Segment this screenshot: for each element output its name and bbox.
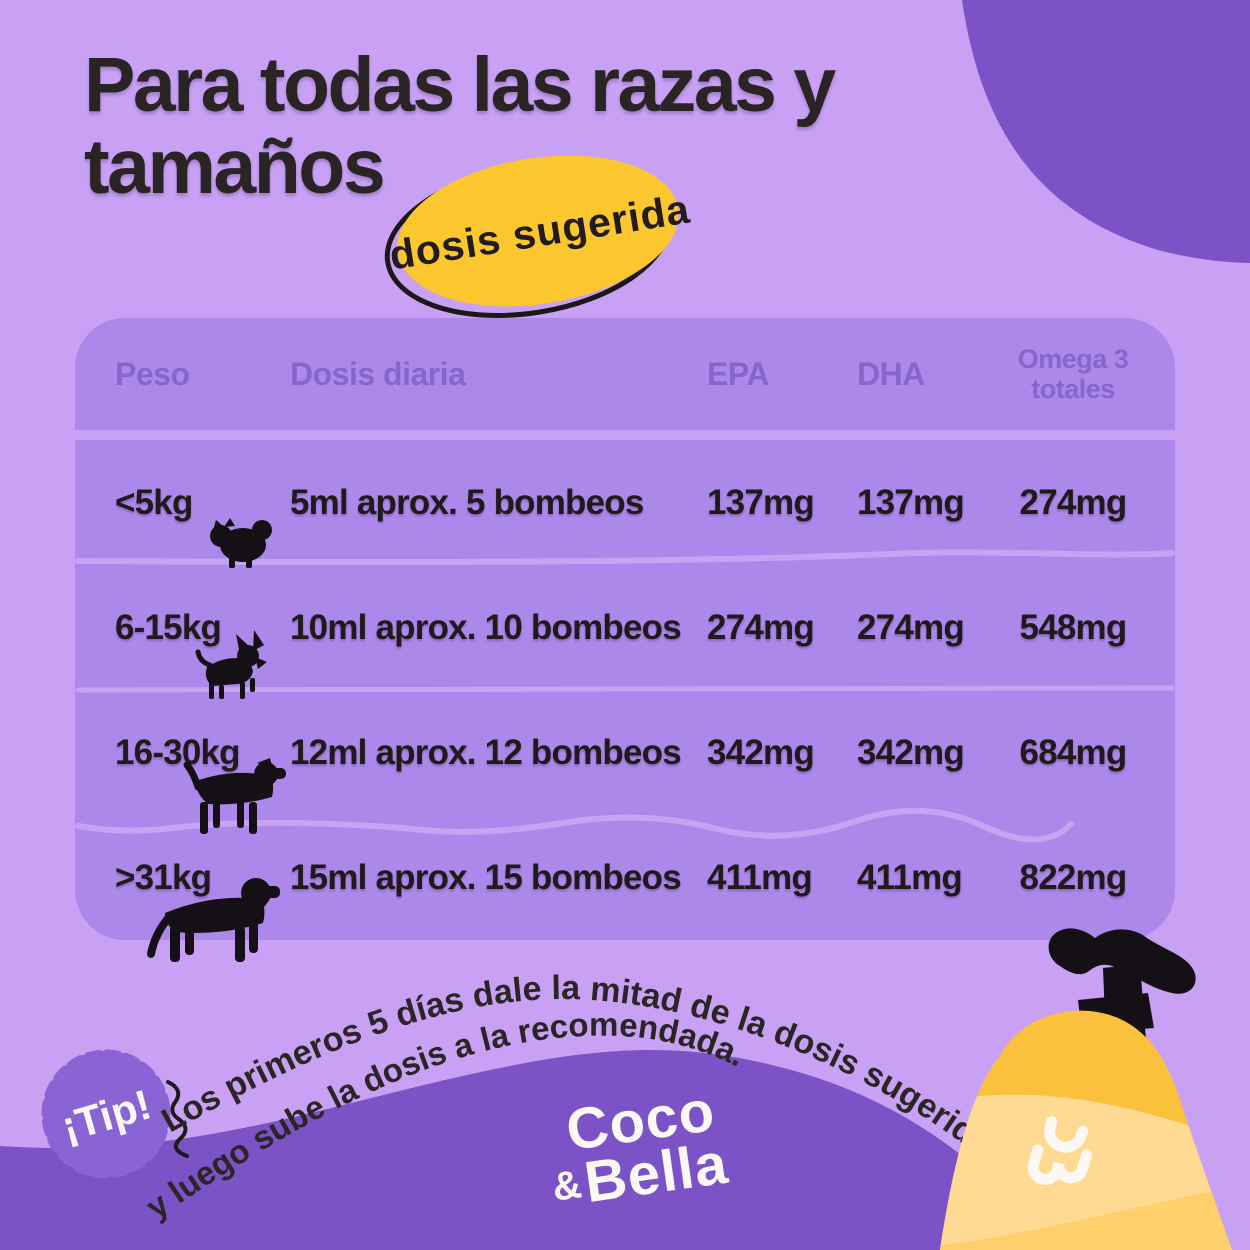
logo-amp: & xyxy=(549,1162,585,1210)
header-omega-line2: totales xyxy=(1031,374,1115,404)
table-row-1: <5kg 5ml aprox. 5 bombeos 137mg 137mg 27… xyxy=(75,440,1175,565)
logo-bella: Bella xyxy=(580,1130,732,1216)
cell-dha: 137mg xyxy=(857,482,965,522)
cell-dha: 342mg xyxy=(857,732,965,772)
dosage-table: <5kg 5ml aprox. 5 bombeos 137mg 137mg 27… xyxy=(75,440,1175,940)
header-omega-line1: Omega 3 xyxy=(1017,343,1129,374)
tip-badge-squiggle xyxy=(166,1080,189,1158)
pump-icon xyxy=(1048,928,1196,1044)
page-title: Para todas las razas y tamaños xyxy=(84,44,984,209)
cell-omega: 548mg xyxy=(1019,607,1128,647)
cell-peso: <5kg xyxy=(115,482,193,522)
tip-badge: ¡Tip! xyxy=(41,1049,189,1179)
bottom-wave xyxy=(0,1050,1062,1250)
cell-peso: >31kg xyxy=(115,857,212,897)
corner-blob xyxy=(962,0,1250,263)
cell-dosis: 12ml aprox. 12 bombeos xyxy=(290,732,682,772)
header-cell-peso: Peso xyxy=(115,355,190,392)
cell-epa: 137mg xyxy=(707,482,815,522)
brand-logo: Coco & Bella xyxy=(541,1078,732,1216)
cell-omega: 274mg xyxy=(1019,482,1128,522)
header-cell-dha: DHA xyxy=(857,355,925,392)
page-title-line2: tamaños xyxy=(84,124,386,211)
cell-peso: 6-15kg xyxy=(115,607,222,647)
cell-epa: 274mg xyxy=(707,607,815,647)
header-cell-omega: Omega 3 totales xyxy=(1003,344,1149,404)
table-row-4: >31kg 15ml aprox. 15 bombeos 411mg 411mg… xyxy=(75,815,1175,940)
cell-dha: 274mg xyxy=(857,607,965,647)
table-header-row: Peso Dosis diaria EPA DHA Omega 3 totale… xyxy=(75,318,1175,430)
cell-peso: 16-30kg xyxy=(115,732,241,772)
cell-dosis: 5ml aprox. 5 bombeos xyxy=(290,482,644,522)
bottle-logo-icon xyxy=(1027,1116,1093,1185)
cell-dosis: 10ml aprox. 10 bombeos xyxy=(290,607,682,647)
cell-epa: 411mg xyxy=(707,857,813,897)
cell-omega: 822mg xyxy=(1019,857,1128,897)
page-title-line1: Para todas las razas y xyxy=(84,42,836,128)
header-cell-dosis: Dosis diaria xyxy=(290,355,466,392)
table-row-2: 6-15kg 10ml aprox. 10 bombeos 274mg 274m… xyxy=(75,565,1175,690)
cell-omega: 684mg xyxy=(1019,732,1128,772)
cell-epa: 342mg xyxy=(707,732,815,772)
header-cell-epa: EPA xyxy=(707,355,769,392)
tip-label: ¡Tip! xyxy=(57,1080,157,1150)
cell-dha: 411mg xyxy=(857,857,963,897)
bottle-illustration xyxy=(940,928,1232,1250)
cell-dosis: 15ml aprox. 15 bombeos xyxy=(290,857,682,897)
table-row-3: 16-30kg 12ml aprox. 12 bombeos 342mg 342… xyxy=(75,690,1175,815)
